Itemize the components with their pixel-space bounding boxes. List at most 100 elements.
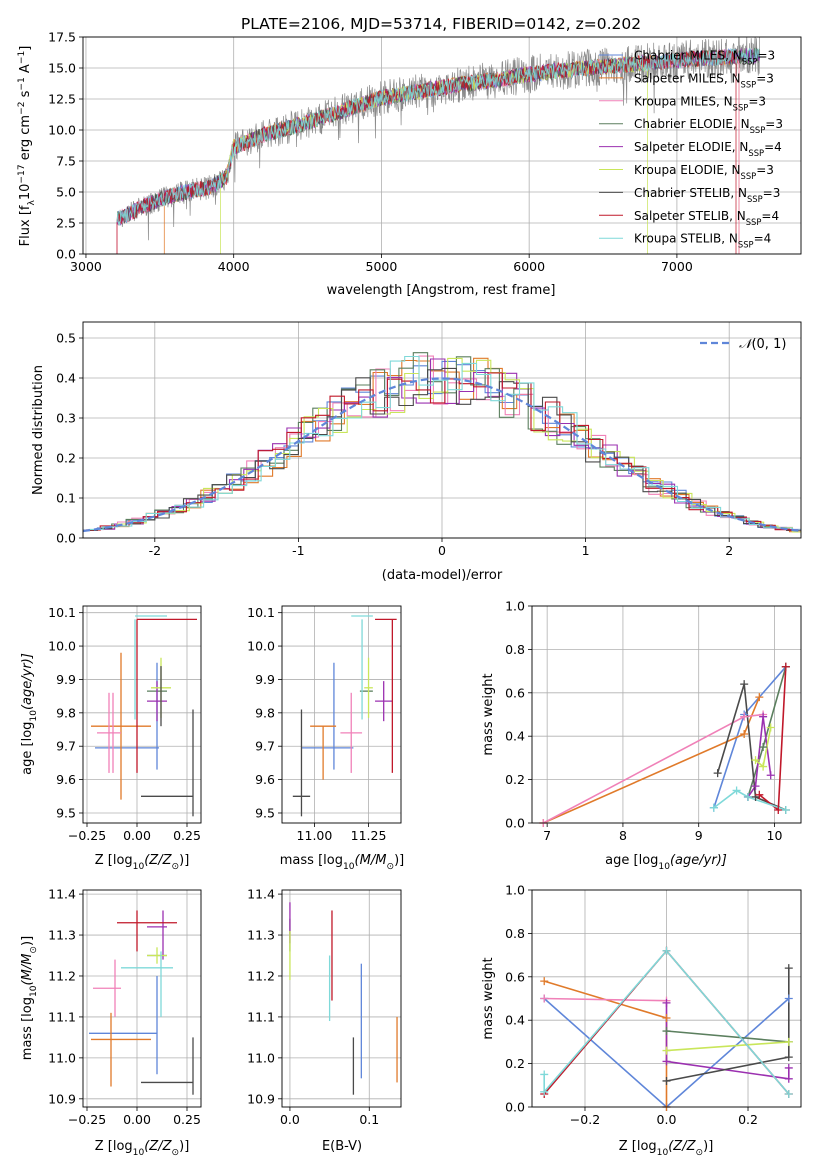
spectrum-legend-entry-part: SSP bbox=[746, 217, 762, 227]
spectrum-legend-entry: Kroupa MILES, NSSP=3 bbox=[634, 94, 766, 112]
spectrum-legend-entry-part: =3 bbox=[763, 186, 781, 200]
spectrum-legend-entry-part: =4 bbox=[754, 232, 772, 246]
age-vs-z-x-axis-label-part: )] bbox=[179, 853, 189, 868]
spectrum-y-axis-label-part: Flux [f bbox=[18, 205, 33, 246]
weight-vs-age-marker-chabrier_stelib bbox=[713, 769, 722, 778]
age-vs-mass-y-tick-label: 10.0 bbox=[247, 639, 275, 654]
spectrum-y-tick-label: 10.0 bbox=[48, 123, 76, 138]
mass-vs-z-x-tick-label: 0.25 bbox=[173, 1112, 201, 1127]
age-vs-z-y-tick-label: 9.6 bbox=[56, 772, 76, 787]
spectrum-y-axis-label-part: −2 bbox=[17, 102, 27, 115]
weight-vs-age-x-axis-label: age [log10(age/yr)] bbox=[605, 853, 727, 872]
spectrum-legend-entry: Salpeter MILES, NSSP=3 bbox=[634, 71, 774, 89]
weight-vs-z-y-axis-label: mass weight bbox=[481, 957, 496, 1039]
weight-vs-z-marker-salpeter_elodie bbox=[784, 1063, 793, 1072]
spectrum-x-axis-label-part: wavelength [Angstrom, rest frame] bbox=[327, 283, 556, 298]
weight-vs-age-series-salpeter_miles bbox=[543, 696, 761, 823]
figure-title: PLATE=2106, MJD=53714, FIBERID=0142, z=0… bbox=[241, 15, 641, 33]
mass-vs-z-plot-area bbox=[89, 910, 194, 1095]
weight-vs-age-marker-kroupa_elodie bbox=[766, 723, 775, 732]
spectrum-legend-entry-part: =3 bbox=[756, 163, 774, 177]
age-vs-mass-y-tick-label: 9.7 bbox=[255, 739, 275, 754]
mass-vs-z-y-tick-label: 10.9 bbox=[48, 1091, 76, 1106]
mass-vs-z-y-tick-label: 11.0 bbox=[48, 1050, 76, 1065]
weight-vs-age-frame bbox=[531, 605, 802, 824]
spectrum-x-tick-label: 5000 bbox=[366, 259, 398, 274]
age-vs-z-y-tick-label: 10.1 bbox=[48, 605, 76, 620]
weight-vs-age-y-tick-label: 0.4 bbox=[505, 729, 525, 744]
spectrum-legend-entry-part: Salpeter MILES, N bbox=[634, 71, 741, 85]
spectrum-legend-entry-part: Kroupa ELODIE, N bbox=[634, 163, 741, 177]
weight-vs-age-plot-area bbox=[543, 666, 787, 823]
age-vs-mass-y-tick-label: 9.6 bbox=[255, 772, 275, 787]
weight-vs-age-x-axis-label-part: age [log bbox=[605, 853, 658, 868]
residuals-y-tick-label: 0.2 bbox=[56, 451, 76, 466]
weight-vs-z-x-axis-label: Z [log10(Z/Z⊙)] bbox=[619, 1139, 714, 1158]
mass-vs-z-x-axis-label-part: 10 bbox=[133, 1148, 145, 1158]
weight-vs-z-series-kroupa_elodie bbox=[666, 1041, 789, 1052]
weight-vs-z-marker-kroupa_elodie bbox=[784, 1037, 793, 1046]
age-vs-z-panel: −0.25 0.00 0.25 9.5 9.6 9.7 9.8 9.9 10.0 10.1 Z [l… bbox=[20, 605, 202, 872]
mass-vs-ebv-y-tick-label: 11.1 bbox=[247, 1009, 275, 1024]
spectrum-y-tick-label: 17.5 bbox=[48, 30, 76, 45]
weight-vs-age-grid bbox=[532, 605, 801, 824]
spectrum-frame bbox=[82, 36, 802, 255]
residuals-histogram-chabrier_stelib bbox=[83, 367, 801, 532]
age-vs-z-y-tick-label: 9.7 bbox=[56, 739, 76, 754]
spectrum-legend-entry-part: SSP bbox=[738, 240, 754, 250]
mass-vs-z-x-axis-label-part: (Z/Z bbox=[144, 1139, 172, 1154]
weight-vs-z-marker-kroupa_stelib bbox=[540, 1070, 549, 1079]
spectrum-legend-entry-part: SSP bbox=[741, 79, 757, 89]
age-vs-mass-y-tick-label: 9.5 bbox=[255, 805, 275, 820]
residuals-x-tick-label: 0 bbox=[438, 543, 446, 558]
spectrum-x-tick-label: 6000 bbox=[513, 259, 545, 274]
spectrum-legend-entry-part: Salpeter ELODIE, N bbox=[634, 140, 748, 154]
spectrum-legend-entry-part: SSP bbox=[741, 171, 757, 181]
age-vs-mass-x-tick-label: 11.00 bbox=[297, 828, 333, 843]
weight-vs-age-y-tick-label: 0.8 bbox=[505, 642, 525, 657]
weight-vs-age-marker-chabrier_elodie bbox=[759, 743, 768, 752]
weight-vs-z-x-axis-label-part: (Z/Z bbox=[668, 1139, 696, 1154]
weight-vs-z-panel: −0.2 0.0 0.2 0.0 0.2 0.4 0.6 0.8 1.0 mass weight Z… bbox=[481, 883, 802, 1158]
weight-vs-z-marker-kroupa_stelib bbox=[784, 1089, 793, 1098]
residuals-y-tick-label: 0.4 bbox=[56, 371, 76, 386]
weight-vs-age-marker-salpeter_elodie bbox=[751, 782, 760, 791]
mass-vs-z-y-axis-label-part: mass [log bbox=[20, 997, 35, 1060]
spectrum-y-axis-label-part: −1 bbox=[17, 77, 27, 90]
weight-vs-age-marker-chabrier_stelib bbox=[740, 680, 749, 689]
mass-vs-ebv-panel: 0.0 0.1 10.9 11.0 11.1 11.2 11.3 11.4 E(B-V) bbox=[247, 887, 402, 1154]
spectrum-legend-entry-part: =3 bbox=[765, 117, 783, 131]
age-vs-z-y-axis-label-part: (age/yr)] bbox=[20, 653, 35, 710]
spectrum-x-tick-label: 3000 bbox=[70, 259, 102, 274]
weight-vs-z-marker-kroupa_elodie bbox=[662, 1046, 671, 1055]
spectrum-plot-area bbox=[116, 37, 760, 254]
mass-vs-z-panel: −0.25 0.00 0.25 10.9 11.0 11.1 11.2 11.3 11.4 Z [… bbox=[20, 887, 202, 1158]
weight-vs-z-x-axis-label-part: ⊙ bbox=[696, 1148, 704, 1158]
spectrum-legend-entry: Kroupa STELIB, NSSP=4 bbox=[634, 232, 771, 250]
weight-vs-age-marker-salpeter_miles bbox=[755, 693, 764, 702]
spectrum-legend-entry: Chabrier MILES, NSSP=3 bbox=[634, 49, 775, 67]
mass-vs-z-y-axis-label-part: ⊙ bbox=[29, 946, 39, 954]
weight-vs-age-marker-kroupa_elodie bbox=[751, 756, 760, 765]
mass-vs-ebv-x-tick-label: 0.0 bbox=[280, 1112, 300, 1127]
mass-vs-z-y-tick-label: 11.1 bbox=[48, 1009, 76, 1024]
spectrum-panel: 3000 4000 5000 6000 7000 0.0 2.5 5.0 7.5 10.0 12.5… bbox=[17, 30, 802, 298]
mass-vs-ebv-x-axis-label: E(B-V) bbox=[322, 1139, 362, 1154]
age-vs-z-y-axis-label-part: 10 bbox=[29, 710, 39, 722]
mass-vs-z-x-tick-label: 0.00 bbox=[123, 1112, 151, 1127]
spectrum-legend-entry-part: SSP bbox=[742, 57, 758, 67]
age-vs-z-grid bbox=[83, 606, 201, 823]
age-vs-z-x-axis-label-part: 10 bbox=[133, 862, 145, 872]
weight-vs-z-marker-chabrier_stelib bbox=[662, 1076, 671, 1085]
mass-vs-z-y-axis-label-part: 10 bbox=[29, 985, 39, 997]
spectrum-y-tick-label: 2.5 bbox=[56, 216, 76, 231]
spectrum-legend-entry-part: SSP bbox=[748, 148, 764, 158]
spectrum-y-axis-label-part: −17 bbox=[17, 164, 27, 183]
weight-vs-age-x-tick-label: 10 bbox=[767, 828, 783, 843]
age-vs-z-x-tick-label: −0.25 bbox=[68, 828, 106, 843]
age-vs-mass-plot-area bbox=[292, 615, 397, 817]
age-vs-z-x-axis-label-part: Z [log bbox=[95, 853, 133, 868]
weight-vs-z-x-tick-label: 0.0 bbox=[657, 1112, 677, 1127]
weight-vs-age-series-kroupa_stelib bbox=[713, 789, 787, 811]
